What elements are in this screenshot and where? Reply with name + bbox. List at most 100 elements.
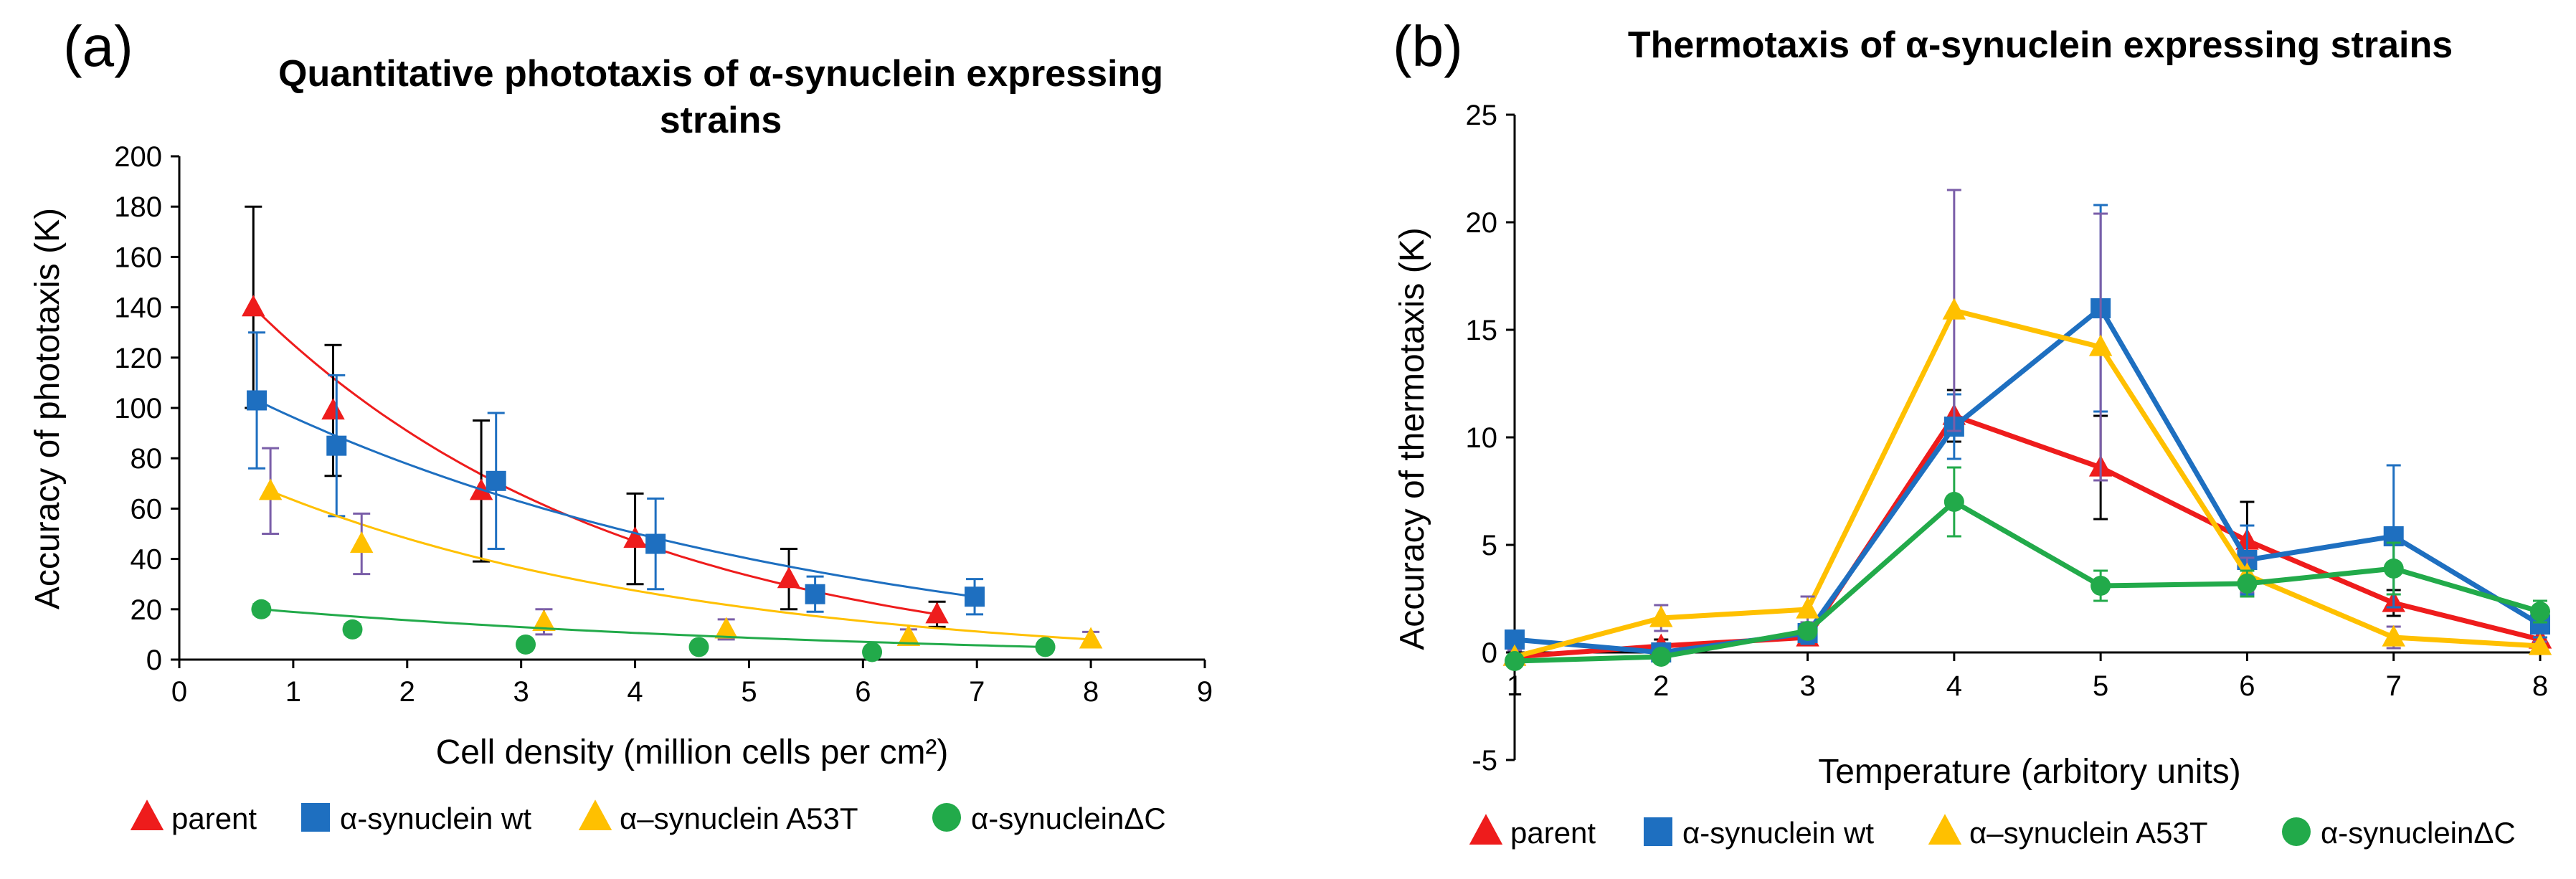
chart-b-y-axis-title: Accuracy of thermotaxis (K)	[1393, 227, 1431, 650]
chart-b-y-tick-label: 15	[1466, 315, 1498, 346]
chart-a-y-tick-label: 60	[131, 493, 163, 525]
legend-marker-synuclein-c	[2282, 817, 2311, 846]
legend-label-synuclein-a53t: α–synuclein A53T	[1969, 816, 2207, 850]
chart-b-x-tick-label: 4	[1946, 670, 1962, 702]
chart-a-y-tick-label: 160	[114, 242, 162, 273]
point-synuclein-c	[688, 637, 709, 657]
chart-a-y-tick-label: 80	[131, 443, 163, 475]
chart-a-x-axis-title: Cell density (million cells per cm²)	[436, 733, 949, 771]
panel-label-b: (b)	[1393, 14, 1463, 78]
legend-label-synuclein-a53t: α–synuclein A53T	[620, 802, 858, 835]
chart-b-x-tick-label: 1	[1507, 670, 1523, 702]
chart-thermotaxis: Thermotaxis of α-synuclein expressing st…	[1393, 24, 2552, 850]
legend-marker-synuclein-a53t	[1928, 814, 1962, 845]
chart-b-x-tick-label: 8	[2532, 670, 2548, 702]
point-synuclein-a53t	[2088, 334, 2113, 356]
chart-b-x-tick-label: 6	[2239, 670, 2255, 702]
point-synuclein-wt	[326, 435, 347, 456]
point-synuclein-a53t	[1942, 298, 1966, 320]
legend-label-parent: parent	[1510, 816, 1596, 850]
point-synuclein-wt	[486, 470, 506, 491]
legend-label-synuclein-c: α-synucleinΔC	[2321, 816, 2516, 850]
chart-a-y-tick-label: 40	[131, 544, 163, 576]
point-synuclein-c	[1797, 621, 1818, 641]
point-parent	[242, 295, 265, 317]
legend-marker-synuclein-c	[932, 803, 961, 832]
chart-b-y-tick-label: 25	[1466, 100, 1498, 131]
legend-label-synuclein-c: α-synucleinΔC	[971, 802, 1166, 835]
chart-b-x-tick-label: 2	[1653, 670, 1669, 702]
chart-b-y-tick-label: 10	[1466, 422, 1498, 454]
point-parent	[623, 526, 647, 548]
point-synuclein-c	[1943, 492, 1964, 512]
point-synuclein-c	[862, 642, 883, 662]
chart-a-y-tick-label: 0	[146, 645, 162, 676]
chart-a-x-tick-label: 1	[285, 676, 301, 708]
point-synuclein-a53t	[2528, 633, 2552, 655]
point-synuclein-a53t	[714, 617, 738, 639]
legend-marker-synuclein-a53t	[578, 799, 612, 830]
legend-marker-synuclein-wt	[1644, 817, 1672, 846]
point-parent	[321, 398, 345, 420]
chart-b-y-tick-label: -5	[1472, 745, 1497, 776]
series-line-synuclein-wt	[1514, 305, 2542, 655]
point-synuclein-a53t	[532, 609, 556, 631]
chart-a-x-tick-label: 3	[513, 676, 529, 708]
legend-label-synuclein-wt: α-synuclein wt	[340, 802, 531, 835]
chart-a-y-tick-label: 200	[114, 141, 162, 173]
chart-a-y-tick-label: 180	[114, 191, 162, 223]
point-synuclein-wt	[247, 390, 267, 411]
chart-b-x-tick-label: 5	[2093, 670, 2108, 702]
chart-b-x-tick-label: 7	[2386, 670, 2402, 702]
point-synuclein-a53t	[258, 478, 283, 500]
trendline-parent	[252, 306, 937, 616]
chart-a-x-tick-label: 6	[855, 676, 871, 708]
point-parent	[925, 602, 949, 624]
point-synuclein-c	[516, 634, 536, 655]
chart-a-x-tick-label: 4	[627, 676, 643, 708]
point-synuclein-c	[342, 619, 363, 640]
chart-a-x-tick-label: 9	[1197, 676, 1213, 708]
chart-b-y-tick-label: 0	[1482, 637, 1497, 669]
chart-a-y-tick-label: 140	[114, 293, 162, 324]
chart-b-title: Thermotaxis of α-synuclein expressing st…	[1628, 24, 2453, 66]
point-synuclein-a53t	[349, 531, 374, 553]
chart-b-x-tick-label: 3	[1799, 670, 1815, 702]
point-synuclein-c	[2383, 559, 2404, 579]
series-line-parent	[1514, 413, 2541, 660]
legend-marker-parent	[1469, 814, 1503, 845]
panel-label-a: (a)	[63, 14, 133, 78]
chart-a-x-tick-label: 8	[1083, 676, 1099, 708]
point-synuclein-c	[251, 599, 272, 619]
chart-a-y-axis-title: Accuracy of phototaxis (K)	[29, 208, 67, 609]
point-synuclein-a53t	[1649, 605, 1673, 627]
point-parent	[777, 566, 801, 589]
point-synuclein-c	[2530, 602, 2550, 622]
point-synuclein-a53t	[1079, 627, 1103, 649]
series-line-synuclein-a53t	[1514, 308, 2541, 660]
point-synuclein-c	[2090, 576, 2111, 596]
chart-b-x-axis-title: Temperature (arbitory units)	[1818, 753, 2241, 791]
chart-a-title-line-2: strains	[660, 100, 782, 141]
legend-label-parent: parent	[171, 802, 257, 835]
point-synuclein-c	[1035, 637, 1056, 657]
series-line-synuclein-c	[1514, 499, 2541, 664]
chart-a-x-tick-label: 5	[741, 676, 757, 708]
point-synuclein-c	[1505, 651, 1525, 671]
chart-b-y-tick-label: 20	[1466, 207, 1498, 239]
legend-marker-synuclein-wt	[301, 803, 330, 832]
chart-a-title-line-1: Quantitative phototaxis of α-synuclein e…	[278, 53, 1163, 95]
chart-a-y-tick-label: 120	[114, 343, 162, 374]
chart-a-y-tick-label: 100	[114, 393, 162, 424]
chart-a-x-tick-label: 7	[969, 676, 985, 708]
chart-a-x-tick-label: 0	[171, 676, 187, 708]
trendline-synuclein-wt	[256, 399, 975, 598]
point-synuclein-a53t	[1796, 597, 1819, 619]
point-synuclein-c	[1651, 647, 1672, 667]
chart-b-y-tick-label: 5	[1482, 530, 1497, 561]
point-synuclein-a53t	[2382, 624, 2405, 647]
point-synuclein-a53t	[896, 624, 921, 647]
point-synuclein-wt	[965, 586, 985, 607]
trendline-synuclein-c	[261, 608, 1046, 648]
